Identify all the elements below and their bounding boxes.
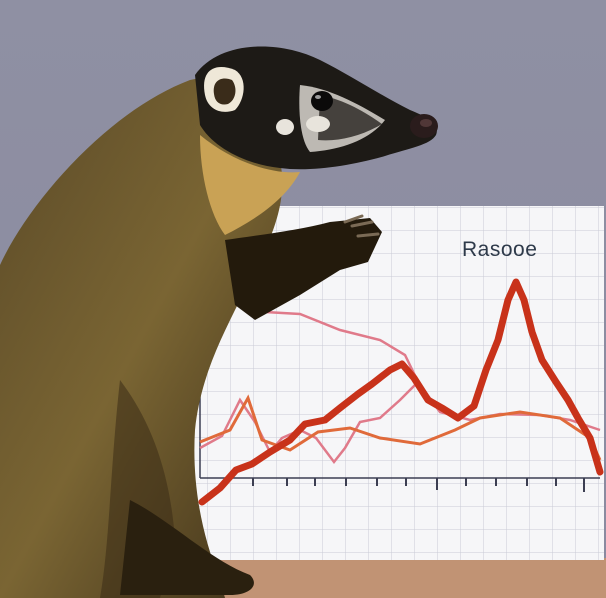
chart-line-pink-upper [264,310,424,391]
coati-eye [311,91,333,111]
coati-hind-leg [120,500,254,595]
coati-front-arm [225,218,382,320]
chart-line-primary [198,278,604,506]
x-axis-ticks [252,478,585,492]
coati-icon [0,46,438,598]
chart-line-secondary [199,394,602,461]
chart-title: Rasooe [462,238,538,261]
